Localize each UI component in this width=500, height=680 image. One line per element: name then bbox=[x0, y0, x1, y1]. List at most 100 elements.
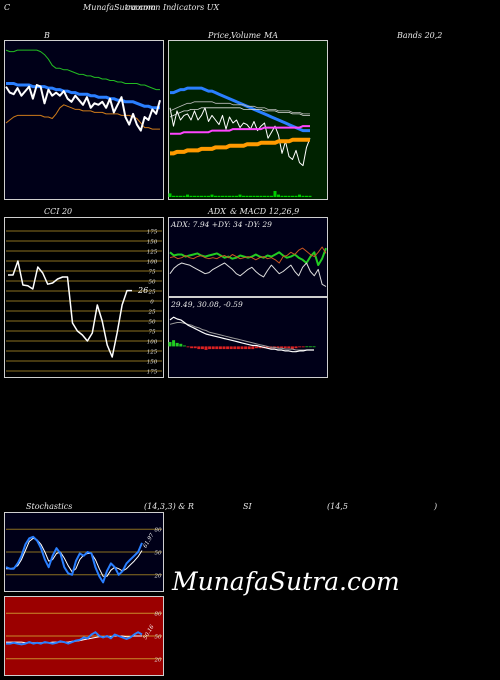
stoch-tick-label: 20 bbox=[154, 573, 162, 579]
cci-tick-label: 0 bbox=[150, 300, 154, 306]
rsi-title: SI bbox=[243, 502, 252, 511]
volume-bar bbox=[210, 194, 214, 197]
macd-signal-line bbox=[169, 322, 314, 351]
macd-histogram-bar bbox=[280, 346, 284, 349]
macd-histogram-bar bbox=[244, 346, 248, 350]
volume-bar bbox=[193, 195, 196, 197]
price-ma-white-1-line bbox=[169, 101, 310, 115]
header-subtitle: common Indicators UX bbox=[126, 3, 220, 12]
volume-title: Volume bbox=[231, 31, 261, 40]
volume-bar bbox=[228, 195, 231, 197]
cci-tick-label: 100 bbox=[147, 260, 158, 266]
macd-histogram-bar bbox=[218, 346, 222, 350]
macd-histogram-bar bbox=[193, 346, 197, 349]
panel-background bbox=[168, 297, 328, 378]
rsi-tick-label: 80 bbox=[155, 612, 162, 618]
volume-bar bbox=[252, 195, 256, 197]
volume-bar bbox=[277, 194, 280, 197]
rsi-tick-label: 50 bbox=[155, 635, 162, 641]
cci-tick-label: 75 bbox=[149, 330, 156, 336]
macd-histogram-bar bbox=[290, 346, 294, 350]
volume-bar bbox=[287, 195, 291, 197]
price-ma-orange-line bbox=[170, 137, 310, 156]
volume-bar bbox=[242, 195, 245, 197]
stoch-tick-label: 50 bbox=[155, 551, 162, 557]
rsi-line bbox=[6, 631, 143, 646]
volume-bar bbox=[203, 195, 207, 197]
volume-bar bbox=[221, 195, 224, 197]
macd-histogram-bar bbox=[251, 346, 255, 350]
header-title: MunafaSutra.com bbox=[83, 3, 156, 12]
price-panel bbox=[168, 40, 328, 200]
volume-bar bbox=[266, 195, 270, 197]
cci-panel: 175 150 125 100 75 50 25 0 25 50 75 100 125 150 175 26 bbox=[4, 217, 164, 378]
volume-bar bbox=[224, 195, 228, 197]
macd-histogram-bar bbox=[258, 346, 262, 349]
cci-tick-label: 175 bbox=[147, 230, 158, 236]
macd-histogram-bar bbox=[298, 346, 302, 348]
macd-histogram-bar bbox=[229, 346, 233, 350]
volume-bar bbox=[196, 195, 200, 197]
adx-minus-di-line bbox=[169, 246, 327, 264]
price-ma-fast-line bbox=[170, 86, 310, 133]
price-title: Price, bbox=[208, 31, 232, 40]
volume-bar bbox=[291, 195, 294, 197]
stoch-panel: 80 50 20 61.97 bbox=[4, 512, 164, 592]
macd-histogram-bar bbox=[190, 346, 194, 349]
stoch-tick-label: 80 bbox=[155, 528, 162, 534]
volume-bar bbox=[284, 195, 287, 197]
cci-tick-label: 100 bbox=[147, 340, 158, 346]
macd-histogram-bar bbox=[240, 346, 244, 350]
volume-bar bbox=[294, 195, 298, 197]
cci-tick-label: 50 bbox=[149, 280, 156, 286]
macd-histogram-bar bbox=[254, 346, 258, 349]
volume-bar bbox=[186, 194, 189, 197]
ma-title: MA bbox=[264, 31, 278, 40]
macd-histogram-bar bbox=[265, 346, 269, 349]
macd-histogram-bar bbox=[283, 346, 287, 349]
adx-values: ADX: 7.94 +DY: 34 -DY: 29 bbox=[171, 220, 272, 229]
cci-tick-label: 150 bbox=[147, 360, 158, 366]
adx-panel bbox=[168, 217, 328, 297]
cci-tick-label: 25 bbox=[148, 290, 156, 296]
rsi-tick-label: 20 bbox=[154, 657, 162, 663]
macd-histogram-bar bbox=[308, 346, 312, 348]
rsi-close: ) bbox=[434, 502, 438, 511]
volume-bar bbox=[231, 195, 235, 197]
bands-chart bbox=[4, 40, 164, 200]
volume-bar bbox=[280, 195, 284, 197]
macd-histogram-bar bbox=[186, 346, 190, 348]
macd-histogram-bar bbox=[301, 346, 305, 348]
cci-tick-label: 125 bbox=[147, 350, 158, 356]
volume-bar bbox=[168, 193, 172, 197]
volume-bar bbox=[189, 195, 193, 197]
volume-bar bbox=[217, 195, 221, 197]
bands-title: B bbox=[44, 31, 50, 40]
macd-histogram-bar bbox=[211, 346, 215, 350]
adx-plus-di-line bbox=[169, 247, 327, 267]
watermark: MunafaSutra.com bbox=[172, 567, 400, 596]
volume-bar bbox=[172, 195, 175, 197]
cci-value-label: 26 bbox=[137, 286, 148, 295]
macd-histogram-bar bbox=[182, 345, 186, 347]
volume-bar bbox=[263, 195, 266, 197]
volume-bar bbox=[200, 195, 203, 197]
volume-bar bbox=[273, 191, 277, 197]
macd-histogram-bar bbox=[247, 346, 251, 350]
macd-line bbox=[169, 316, 314, 353]
cci-tick-label: 25 bbox=[148, 310, 156, 316]
macd-histogram-bar bbox=[175, 342, 179, 347]
price-ma-slow-line bbox=[170, 125, 310, 135]
macd-histogram-bar bbox=[305, 346, 309, 348]
volume-bar bbox=[298, 194, 301, 197]
bands-price-line bbox=[5, 84, 161, 132]
volume-bar bbox=[207, 195, 210, 197]
macd-histogram-bar bbox=[179, 343, 183, 347]
macd-histogram-bar bbox=[208, 346, 212, 350]
macd-histogram-bar bbox=[168, 342, 172, 347]
volume-bar bbox=[235, 195, 238, 197]
macd-histogram-bar bbox=[233, 346, 237, 350]
stoch-k-line bbox=[5, 535, 143, 584]
